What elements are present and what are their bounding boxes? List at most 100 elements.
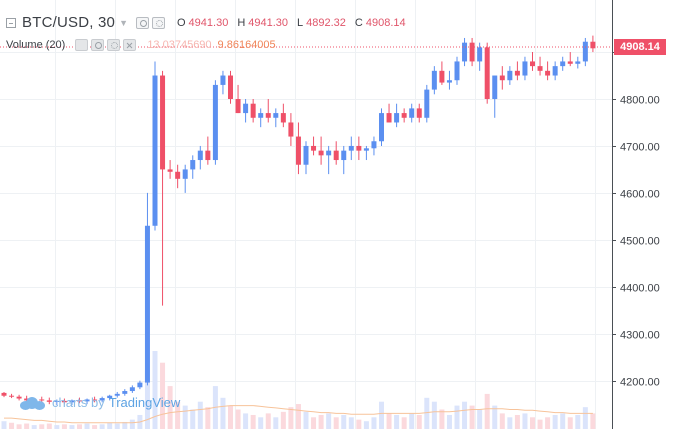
volume-gear-icon[interactable] — [107, 39, 121, 51]
volume-bar — [401, 417, 407, 429]
volume-bar — [499, 413, 505, 429]
volume-bar — [326, 413, 332, 429]
volume-bar — [107, 422, 113, 429]
volume-bar — [575, 414, 581, 429]
candle-body — [243, 103, 249, 114]
candle-body — [386, 113, 392, 123]
chevron-down-icon[interactable]: ▼ — [119, 17, 128, 28]
candle-body — [416, 108, 422, 118]
volume-bar — [560, 413, 566, 429]
volume-title[interactable]: Volume (20) — [6, 39, 66, 51]
volume-bar — [590, 413, 596, 429]
candle-body — [326, 150, 332, 156]
volume-bar — [46, 423, 52, 429]
volume-bar — [431, 401, 437, 429]
volume-value: 13.03745690 — [147, 39, 212, 51]
volume-close-icon[interactable] — [123, 39, 137, 51]
candle-body — [514, 70, 520, 76]
volume-bar — [99, 424, 105, 429]
candle-body — [522, 61, 528, 76]
volume-bar — [379, 401, 384, 429]
candle-body — [144, 225, 150, 383]
candle-body — [258, 113, 264, 118]
volume-ma-line — [4, 405, 593, 424]
price-axis-label: 4200.00 — [620, 377, 660, 389]
volume-bar — [24, 423, 30, 429]
candle-body — [439, 70, 445, 83]
volume-bar — [439, 409, 445, 429]
candle-body — [394, 113, 400, 123]
gear-icon[interactable] — [151, 16, 165, 29]
candle-body — [77, 400, 82, 402]
volume-bar — [295, 404, 301, 429]
candle-body — [401, 113, 407, 118]
candle-body — [220, 75, 226, 85]
volume-bar — [492, 405, 498, 429]
volume-ma-value: 9.86164005 — [217, 39, 276, 51]
price-axis[interactable]: 4200.00 4300.00 4400.00 4500.00 4600.00 4700.… — [612, 52, 660, 389]
volume-bar — [114, 423, 120, 429]
candle-body — [341, 150, 347, 161]
volume-bar — [182, 405, 188, 429]
candle-body — [311, 145, 317, 151]
eye-icon[interactable] — [135, 16, 149, 29]
candle-body — [273, 113, 279, 118]
candle-body — [114, 393, 120, 396]
candle-body — [99, 398, 105, 401]
candle-body — [431, 70, 437, 90]
candle-body — [137, 382, 143, 388]
candle-body — [9, 395, 15, 397]
candle-body — [424, 89, 430, 118]
candle-body — [152, 75, 158, 226]
volume-bar — [152, 351, 158, 429]
volume-bar — [167, 386, 173, 429]
candle-body — [567, 61, 573, 64]
candle-body — [197, 150, 203, 161]
candle-body — [235, 99, 241, 114]
candle-body — [190, 160, 196, 170]
candle-body — [582, 41, 588, 62]
volume-bar — [409, 413, 415, 429]
candle-body — [250, 103, 256, 118]
price-axis-label: 4600.00 — [620, 189, 660, 201]
candle-body — [348, 145, 354, 151]
volume-bar — [197, 401, 203, 429]
candle-body — [212, 84, 218, 161]
volume-legend: Volume (20) 13.03745690 9.86164005 — [6, 39, 276, 51]
symbol-title[interactable]: BTC/USD, 30 — [22, 14, 116, 31]
symbol-legend: BTC/USD, 30 ▼ O 4941.30 H 4941.30 L 4892.32… — [6, 14, 406, 31]
volume-bar — [333, 417, 339, 429]
volume-bar — [318, 414, 324, 429]
collapse-legend-icon[interactable] — [6, 17, 16, 28]
candle-body — [205, 150, 211, 161]
watermark-prefix: charts by — [52, 395, 105, 410]
volume-bar — [129, 419, 135, 429]
volume-eye-icon[interactable] — [91, 39, 105, 51]
volume-menu-icon[interactable] — [75, 39, 89, 51]
candle-body — [379, 113, 384, 142]
volume-bar — [424, 397, 430, 429]
candle-body — [175, 171, 181, 179]
price-candles — [1, 35, 596, 406]
candle-body — [590, 41, 596, 49]
candle-body — [84, 399, 90, 402]
volume-bar — [416, 414, 422, 429]
volume-bar — [356, 419, 362, 429]
volume-bar — [303, 411, 309, 429]
volume-bar — [273, 417, 279, 429]
volume-bar — [92, 425, 98, 429]
chart-grid — [0, 0, 612, 429]
volume-bar — [567, 417, 573, 429]
candle-body — [295, 136, 301, 165]
volume-bar — [39, 424, 45, 429]
high-value: H 4941.30 — [237, 16, 289, 29]
volume-bar — [371, 417, 377, 429]
candle-body — [469, 42, 475, 62]
candle-body — [129, 387, 135, 392]
volume-bar — [446, 414, 452, 429]
candle-body — [499, 75, 505, 81]
volume-bar — [522, 413, 528, 429]
candle-body — [46, 400, 52, 402]
tradingview-watermark[interactable]: charts by TradingView — [20, 395, 180, 410]
